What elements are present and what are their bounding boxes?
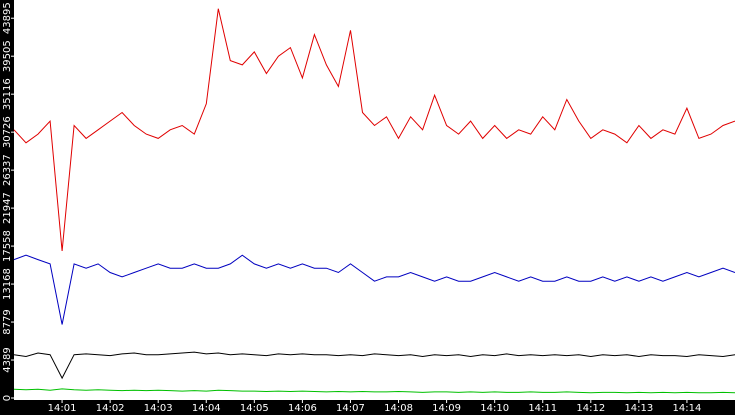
- y-tick-label: 35116: [2, 78, 13, 110]
- x-tick-label: 14:12: [576, 403, 605, 414]
- x-tick-label: 14:13: [624, 403, 653, 414]
- y-tick-label: 21947: [2, 192, 13, 224]
- y-tick-label: 0: [2, 395, 13, 401]
- x-tick-label: 14:14: [673, 403, 702, 414]
- y-tick-label: 43895: [2, 2, 13, 34]
- series-line: [13, 8, 735, 251]
- y-tick-label: 30726: [2, 116, 13, 148]
- x-tick-label: 14:11: [528, 403, 557, 414]
- y-tick-label: 17558: [2, 230, 13, 262]
- y-tick-label: 8779: [2, 309, 13, 334]
- series-line: [13, 351, 735, 380]
- x-tick-label: 14:10: [480, 403, 509, 414]
- x-tick-label: 14:09: [432, 403, 461, 414]
- y-tick-label: 39505: [2, 40, 13, 72]
- series-line: [13, 388, 735, 394]
- x-axis-strip: [0, 400, 735, 415]
- x-tick-label: 14:08: [384, 403, 413, 414]
- x-tick-label: 14:04: [192, 403, 221, 414]
- y-tick-label: 13168: [2, 268, 13, 300]
- x-tick-label: 14:03: [144, 403, 173, 414]
- x-tick-label: 14:06: [288, 403, 317, 414]
- x-tick-label: 14:02: [96, 403, 125, 414]
- series-line: [13, 254, 735, 325]
- y-tick-label: 4389: [2, 347, 13, 372]
- y-axis-strip: [0, 0, 14, 415]
- x-tick-label: 14:01: [48, 403, 77, 414]
- x-tick-label: 14:07: [336, 403, 365, 414]
- x-tick-label: 14:05: [240, 403, 269, 414]
- y-tick-label: 26337: [2, 154, 13, 186]
